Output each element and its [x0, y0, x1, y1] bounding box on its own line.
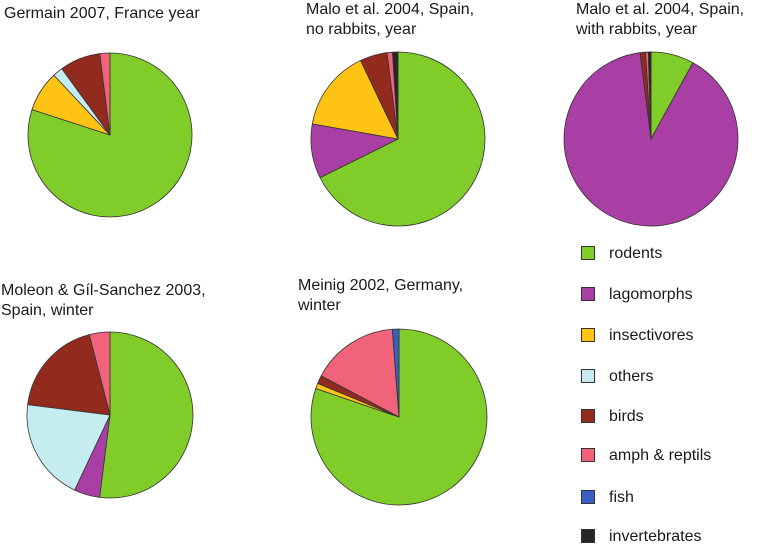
pie-slice-others: [26, 404, 111, 491]
pie-slice-invertebrates: [647, 51, 652, 140]
legend-swatch-others: [581, 369, 595, 383]
legend-item-rodents: rodents: [578, 243, 768, 265]
pie-title-0: Germain 2007, France year: [4, 5, 200, 22]
pie-slice-amph-reptils: [320, 328, 400, 418]
legend-label-lagomorphs: lagomorphs: [609, 286, 693, 303]
pie-slice-birds: [27, 334, 111, 416]
pie-slice-rodents: [319, 51, 486, 227]
pie-slice-amph-reptils: [99, 52, 111, 136]
pie-title-2: Malo et al. 2004, Spain, with rabbits, y…: [576, 1, 745, 38]
pie-slice-rodents: [99, 331, 194, 499]
pie-slice-amph-reptils: [88, 331, 111, 416]
legend-label-amph-reptils: amph & reptils: [609, 447, 712, 464]
legend-swatch-amph-reptils: [581, 448, 595, 462]
legend-item-lagomorphs: lagomorphs: [578, 284, 768, 306]
legend-item-insectivores: insectivores: [578, 325, 768, 347]
legend-label-invertebrates: invertebrates: [609, 528, 702, 545]
legend-label-others: others: [609, 368, 654, 385]
pie-slice-invertebrates: [392, 51, 399, 140]
legend-swatch-insectivores: [581, 328, 595, 342]
legend-item-others: others: [578, 366, 768, 388]
legend-label-insectivores: insectivores: [609, 327, 694, 344]
pie-title-3: Moleon & Gíl-Sanchez 2003, Spain, winter: [1, 282, 206, 319]
pie-slice-fish: [391, 328, 400, 418]
legend-item-birds: birds: [578, 406, 768, 428]
legend-item-amph-reptils: amph & reptils: [578, 445, 768, 467]
pie-title-4: Meinig 2002, Germany, winter: [298, 277, 464, 314]
legend-swatch-lagomorphs: [581, 287, 595, 301]
legend-swatch-rodents: [581, 246, 595, 260]
legend-label-birds: birds: [609, 408, 644, 425]
legend-item-invertebrates: invertebrates: [578, 526, 768, 548]
legend-swatch-invertebrates: [581, 529, 595, 543]
pie-slice-insectivores: [311, 60, 399, 140]
pie-title-1: Malo et al. 2004, Spain, no rabbits, yea…: [306, 1, 475, 38]
legend-item-fish: fish: [578, 487, 768, 509]
legend-label-fish: fish: [609, 489, 634, 506]
legend-swatch-birds: [581, 409, 595, 423]
legend-swatch-fish: [581, 490, 595, 504]
legend-label-rodents: rodents: [609, 245, 663, 262]
